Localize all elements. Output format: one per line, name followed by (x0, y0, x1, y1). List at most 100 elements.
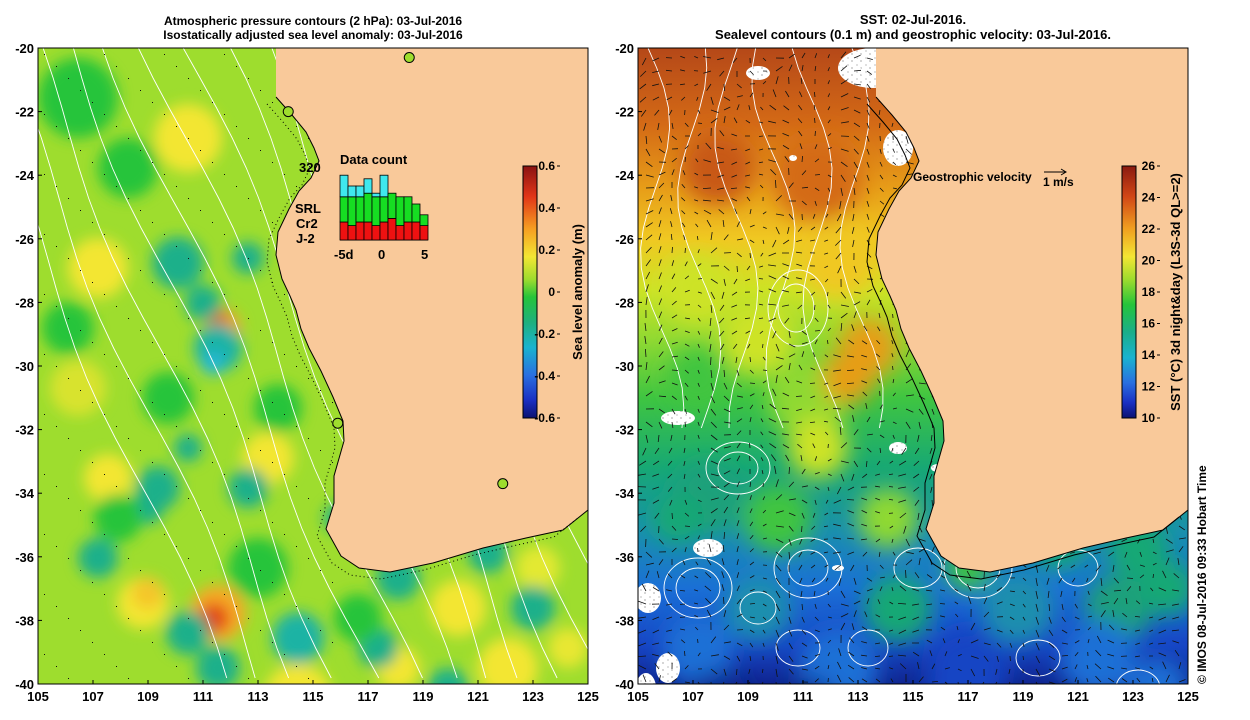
sealevel-contour (773, 537, 843, 599)
sla-blob (98, 138, 158, 198)
sla-blob (334, 594, 382, 642)
sst-blob (858, 488, 918, 548)
sst-colorbar-label: SST (°C) 3d night&day (L3S-3d QL>=2) (1168, 173, 1183, 411)
sst-blob (691, 672, 745, 684)
colorbar-tick-label: 20 (1142, 254, 1156, 268)
sst-blob (1128, 658, 1188, 684)
sla-blob (428, 668, 468, 684)
sst-blob (838, 318, 898, 378)
left-title-line1: Atmospheric pressure contours (2 hPa): 0… (163, 14, 463, 28)
inset-bar-segment (355, 196, 365, 223)
colorbar-tick-label: 22 (1142, 222, 1156, 236)
x-tick-label: 117 (958, 689, 979, 704)
sla-blob (152, 237, 204, 289)
sst-blob (1060, 620, 1136, 684)
inset-bar-segment (347, 196, 357, 227)
sst-blob (864, 574, 932, 642)
sst-blob (774, 134, 862, 222)
x-tick-label: 105 (27, 689, 49, 704)
sst-blob (788, 418, 848, 478)
x-tick-label: 123 (1122, 689, 1144, 704)
y-tick-label: -34 (15, 486, 35, 501)
pressure-contour-line (38, 223, 228, 679)
y-tick-label: -22 (615, 105, 634, 120)
x-tick-label: 119 (1013, 689, 1034, 704)
inset-max-count: 320 (299, 160, 321, 175)
left-shelf-edge (266, 103, 580, 580)
cloud-gap (746, 66, 770, 80)
sealevel-contour (714, 48, 759, 429)
sla-colorbar-label: Sea level anomaly (m) (570, 224, 585, 360)
sealevel-contour (1015, 639, 1061, 677)
sla-blob (516, 546, 560, 590)
x-tick-label: 125 (1177, 689, 1199, 704)
sst-blob (926, 668, 990, 684)
y-tick-label: -30 (615, 359, 634, 374)
sla-blob (38, 58, 118, 138)
sla-blob (272, 612, 324, 664)
inset-bar-segment (395, 225, 405, 241)
inset-bar-segment (363, 178, 373, 194)
x-tick-label: 121 (467, 689, 489, 704)
y-tick-label: -38 (15, 613, 34, 628)
colorbar-tick-label: 24 (1142, 191, 1156, 205)
sst-colorbar-gradient (1121, 165, 1137, 419)
pressure-contour-line (102, 48, 380, 679)
sealevel-contour (893, 547, 943, 589)
inset-xlabel-start: -5d (334, 247, 354, 262)
legend-cr2: Cr2 (296, 216, 318, 231)
x-tick-label: 121 (1067, 689, 1089, 704)
inset-xlabel-zero: 0 (378, 247, 385, 262)
sla-blob (78, 538, 118, 578)
x-tick-label: 111 (193, 689, 213, 704)
legend-j2: J-2 (296, 231, 315, 246)
sst-blob (664, 254, 732, 322)
inset-bar-segment (419, 225, 429, 241)
left-map (38, 48, 588, 684)
sla-blob (228, 468, 268, 508)
inset-bars (339, 174, 429, 241)
inset-bar-segment (387, 192, 397, 219)
imos-credit: © IMOS 08-Jul-2016 09:33 Hobart Time (1195, 465, 1209, 684)
inset-bar-segment (347, 225, 357, 241)
cloud-gap (656, 653, 680, 683)
x-tick-label: 115 (903, 689, 924, 704)
x-tick-label: 107 (682, 689, 704, 704)
sst-blob (982, 572, 1054, 644)
cloud-gap (638, 583, 661, 613)
x-tick-label: 111 (793, 689, 813, 704)
inset-title: Data count (340, 152, 408, 167)
sla-blob (68, 238, 128, 298)
sla-blob (511, 586, 555, 630)
colorbar-tick-label: 0.2 (538, 243, 555, 257)
sst-colorbar-ticks: 26 24 22 20 18 16 14 12 10 (1142, 159, 1160, 425)
right-shelf-edge (866, 103, 1180, 580)
y-tick-label: -32 (615, 423, 634, 438)
sla-blob (50, 360, 106, 416)
inset-legend: SRL Cr2 J-2 (295, 201, 321, 246)
right-map (638, 48, 1188, 684)
sealevel-contour (751, 48, 796, 429)
sla-colorbar-gradient (522, 165, 538, 419)
y-tick-label: -22 (15, 105, 34, 120)
inset-bar-segment (363, 192, 373, 223)
sealevel-contour (675, 567, 721, 609)
inset-bar-segment (339, 196, 349, 223)
sealevel-contours (640, 48, 1160, 684)
tide-gauge-marker (497, 478, 509, 490)
inset-bar-segment (355, 221, 365, 241)
x-tick-label: 125 (577, 689, 599, 704)
y-tick-label: -34 (615, 486, 635, 501)
sla-blob (196, 646, 240, 684)
sla-blob (132, 577, 164, 609)
sla-blob (430, 580, 486, 636)
x-tick-label: 105 (627, 689, 649, 704)
sst-blob (722, 302, 794, 374)
inset-bar-segment (339, 221, 349, 241)
sealevel-contour (847, 629, 889, 667)
inset-bar-segment (371, 192, 381, 198)
y-tick-label: -20 (15, 41, 34, 56)
colorbar-tick-label: 0.4 (538, 201, 555, 215)
inset-bar-segment (339, 174, 349, 198)
